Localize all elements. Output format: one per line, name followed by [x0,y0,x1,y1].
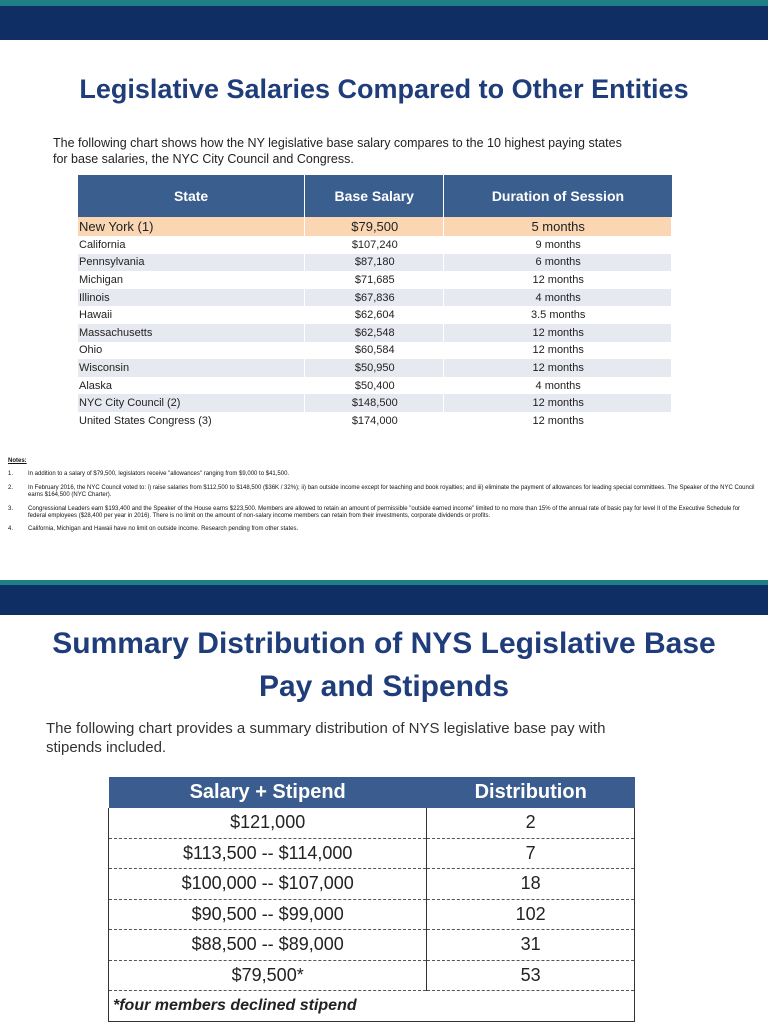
table-row: Massachusetts $62,548 12 months [78,323,672,342]
table-cell: Pennsylvania [78,253,306,272]
note-text: In addition to a salary of $79,500, legi… [28,471,290,478]
table-cell: 12 months [443,271,672,289]
table-cell: $62,604 [304,306,445,324]
table-cell: NYC City Council (2) [78,394,306,412]
table-cell: 102 [426,899,635,930]
table-cell: $90,500 -- $99,000 [107,899,428,930]
table-cell: 4 months [443,376,672,395]
column-header: Salary + Stipend [108,777,427,808]
note-number: 2. [8,484,14,491]
column-header: Duration of Session [443,175,672,217]
table-cell: 4 months [443,288,672,307]
slide-title: Legislative Salaries Compared to Other E… [79,74,689,104]
intro-text: The following chart shows how the NY leg… [53,136,622,166]
table-row: $121,000 2 [107,808,635,839]
notes-heading: Notes: [8,458,27,464]
table-row: Wisconsin $50,950 12 months [78,359,672,377]
column-header: State [78,175,306,217]
table-row: $90,500 -- $99,000 102 [107,899,635,930]
table-cell: 5 months [443,217,672,236]
table-cell: 3.5 months [443,306,672,324]
note: 4. California, Michigan and Hawaii have n… [8,526,760,533]
header-band [0,585,768,615]
table-cell: $174,000 [304,411,445,430]
distribution-table: Salary + Stipend Distribution $121,000 2 $11… [107,777,635,1022]
table-cell: $50,400 [304,376,445,395]
table-cell: 53 [426,960,635,991]
table-cell: United States Congress (3) [78,411,306,430]
column-header: Base Salary [304,175,445,217]
table-cell: Illinois [78,288,306,307]
table-cell: 31 [426,929,635,961]
column-header: Distribution [426,777,635,808]
table-cell: $79,500 [304,217,445,236]
table-cell: $79,500* [107,960,428,991]
table-row: *four members declined stipend [108,990,635,1022]
table-cell: $148,500 [304,394,445,412]
table-cell: $107,240 [304,236,445,254]
note-text: California, Michigan and Hawaii have no … [28,526,299,533]
table-cell: 6 months [443,253,672,272]
header-band [0,6,768,40]
table-cell: 12 months [443,411,672,430]
table-cell: Ohio [78,341,306,360]
table-cell: $50,950 [304,359,445,377]
salary-table: State Base Salary Duration of Session New Y… [78,175,672,430]
note-number: 1. [8,471,14,478]
intro-text: The following chart provides a summary d… [46,720,606,756]
table-cell: $113,500 -- $114,000 [107,838,428,869]
accent-bar [0,0,768,6]
table-cell: New York (1) [78,217,306,236]
table-cell: Alaska [78,376,306,395]
table-cell: $87,180 [304,253,445,272]
table-cell: 12 months [443,323,672,342]
table-row: $88,500 -- $89,000 31 [107,929,635,961]
table-row: Ohio $60,584 12 months [78,341,672,360]
table-cell: $67,836 [304,288,445,307]
table-row: New York (1) $79,500 5 months [78,217,672,236]
accent-bar [0,580,768,585]
note-number: 4. [8,526,14,533]
table-row: NYC City Council (2) $148,500 12 months [78,394,672,412]
table-row: $113,500 -- $114,000 7 [107,838,635,869]
table-row: Hawaii $62,604 3.5 months [78,306,672,324]
table-cell: 9 months [443,236,672,254]
table-cell: Hawaii [78,306,306,324]
notes: Notes: 1. In addition to a salary of $79,… [8,458,760,540]
table-row: United States Congress (3) $174,000 12 mon… [78,411,672,430]
table-row: $100,000 -- $107,000 18 [107,868,635,900]
note-number: 3. [8,505,14,512]
table-row: California $107,240 9 months [78,236,672,254]
table-cell: Michigan [78,271,306,289]
table-cell: $60,584 [304,341,445,360]
table-cell: 18 [426,868,635,900]
footnote: *four members declined stipend [108,990,635,1022]
table-cell: 12 months [443,394,672,412]
note: 1. In addition to a salary of $79,500, le… [8,471,760,478]
table-cell: California [78,236,306,254]
table-row: Pennsylvania $87,180 6 months [78,253,672,272]
table-row: Illinois $67,836 4 months [78,288,672,307]
slide-title: Summary Distribution of NYS Legislative … [52,627,716,703]
note: 2. In February 2016, the NYC Council vote… [8,485,760,500]
table-cell: $121,000 [107,808,428,839]
table-cell: 12 months [443,341,672,360]
note-text: In February 2016, the NYC Council voted … [28,484,755,499]
table-cell: $88,500 -- $89,000 [107,929,428,961]
table-row: Michigan $71,685 12 months [78,271,672,289]
table-row: Alaska $50,400 4 months [78,376,672,395]
table-cell: $100,000 -- $107,000 [107,868,428,900]
table-cell: 12 months [443,359,672,377]
note: 3. Congressional Leaders earn $193,400 an… [8,506,760,521]
table-cell: Wisconsin [78,359,306,377]
table-cell: 2 [426,808,635,839]
table-cell: 7 [426,838,635,869]
note-text: Congressional Leaders earn $193,400 and … [28,505,741,520]
table-row: $79,500* 53 [107,960,635,991]
table-cell: $62,548 [304,323,445,342]
table-cell: $71,685 [304,271,445,289]
table-cell: Massachusetts [78,323,306,342]
